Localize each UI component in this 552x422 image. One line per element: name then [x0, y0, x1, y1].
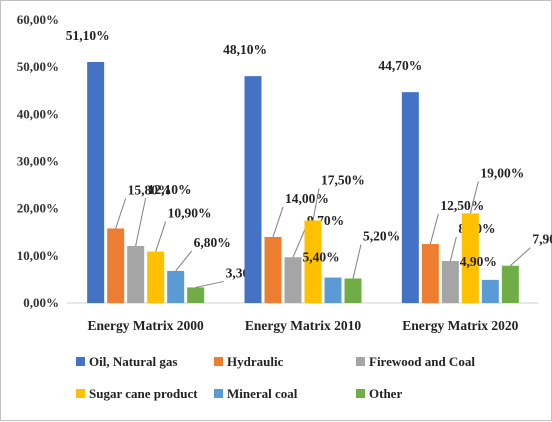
bar: [441, 261, 459, 303]
legend-label: Firewood and Coal: [369, 354, 475, 369]
x-tick-label: Energy Matrix 2020: [402, 318, 518, 333]
legend-label: Oil, Natural gas: [89, 354, 177, 369]
bar: [167, 270, 185, 303]
bar: [187, 287, 205, 303]
leader-line: [135, 197, 147, 247]
bar: [421, 244, 439, 303]
data-label: 19,00%: [480, 165, 524, 180]
bar: [344, 278, 362, 303]
bar: [461, 213, 479, 303]
data-label: 17,50%: [321, 172, 365, 187]
bar: [147, 251, 165, 303]
data-label: 14,00%: [285, 191, 329, 206]
leader-line: [429, 213, 439, 245]
leader-line: [195, 280, 224, 288]
data-label: 6,80%: [194, 235, 231, 250]
data-label: 51,10%: [66, 28, 110, 43]
y-tick-label: 20,00%: [17, 201, 59, 216]
y-tick-label: 30,00%: [17, 154, 59, 169]
legend-swatch: [214, 357, 223, 366]
bar: [501, 265, 519, 303]
data-label: 4,90%: [460, 254, 497, 269]
x-tick-label: Energy Matrix 2010: [245, 318, 361, 333]
bar: [324, 277, 342, 303]
leader-line: [449, 236, 457, 262]
bar: [264, 236, 282, 303]
legend-label: Hydraulic: [227, 354, 284, 369]
legend-swatch: [76, 357, 85, 366]
data-label: 12,50%: [440, 198, 484, 213]
y-tick-label: 0,00%: [23, 295, 59, 310]
leader-line: [155, 221, 167, 252]
y-tick-label: 60,00%: [17, 12, 59, 27]
data-label: 44,70%: [378, 58, 422, 73]
legend-label: Mineral coal: [227, 386, 298, 401]
leader-line: [509, 247, 531, 267]
bar: [87, 61, 105, 303]
bar: [284, 257, 302, 303]
data-label: 48,10%: [223, 42, 267, 57]
leader-line: [272, 206, 284, 238]
leader-line: [175, 250, 193, 272]
y-tick-label: 50,00%: [17, 59, 59, 74]
bar: [481, 279, 499, 303]
bar: [304, 220, 322, 303]
data-label: 7,90%: [532, 232, 552, 247]
legend-label: Sugar cane product: [89, 386, 198, 401]
legend-swatch: [76, 389, 85, 398]
data-label: 10,90%: [168, 206, 212, 221]
y-tick-label: 40,00%: [17, 106, 59, 121]
legend-swatch: [356, 389, 365, 398]
bar: [244, 76, 262, 304]
bar: [401, 92, 419, 303]
data-label: 15,80%: [128, 182, 172, 197]
legend-label: Other: [369, 386, 402, 401]
leader-line: [469, 181, 479, 214]
data-label: 12,10%: [148, 182, 192, 197]
leader-line: [312, 188, 320, 221]
legend-swatch: [214, 389, 223, 398]
x-tick-label: Energy Matrix 2000: [88, 318, 204, 333]
legend-swatch: [356, 357, 365, 366]
leader-line: [115, 198, 127, 229]
data-label: 5,20%: [363, 228, 400, 243]
y-tick-label: 10,00%: [17, 248, 59, 263]
leader-line: [292, 229, 306, 258]
data-label: 5,40%: [302, 250, 339, 265]
bar: [127, 245, 145, 303]
leader-line: [352, 244, 362, 279]
bar: [107, 228, 125, 303]
